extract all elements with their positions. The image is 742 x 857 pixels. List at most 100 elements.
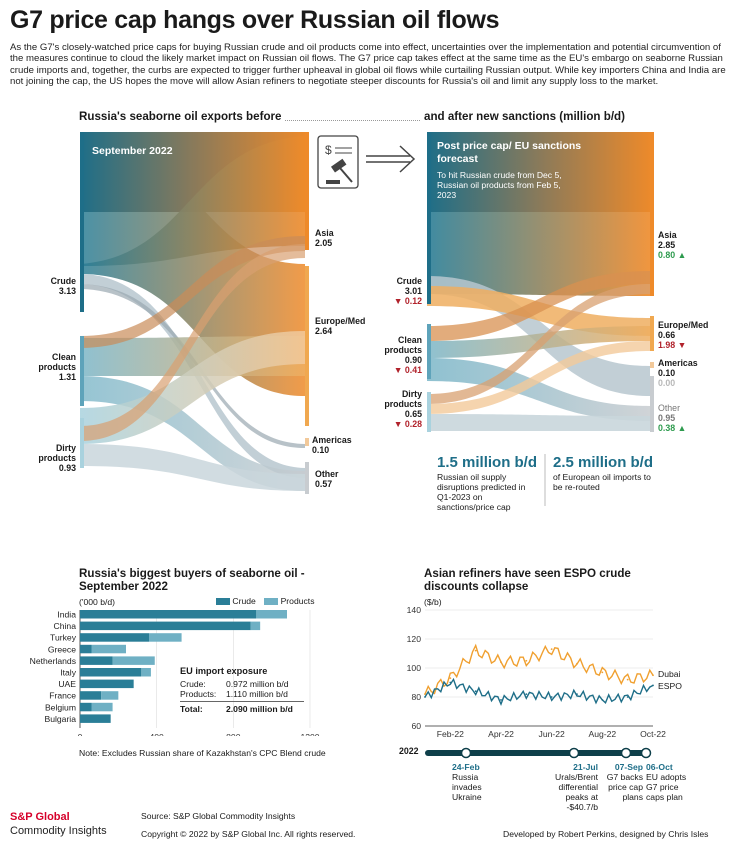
category-label: Italy [60,668,76,678]
timeline-marker-feb [460,747,472,759]
x-tick-label: 800 [226,732,241,736]
after-target-bar-europe [650,316,654,351]
legend-crude-swatch [216,598,230,606]
sankey-title-right: and after new sanctions (million b/d) [424,110,625,123]
after-source-bar-clean [427,324,431,379]
line-dubai [424,643,654,695]
source-bar-crude [80,132,84,312]
espo-title: Asian refiners have seen ESPO crude disc… [424,567,631,593]
bar-crude [80,621,251,631]
point-espo [500,699,502,701]
category-label: UAE [58,679,76,689]
target-bar-asia [305,132,309,250]
point-dubai [500,661,502,664]
bar-crude [80,644,92,654]
category-label: Bulgaria [44,714,76,724]
point-espo [626,696,629,698]
x-tick-label: 400 [149,732,164,736]
flow-after-clean-asia [427,271,650,341]
before-target-other: Other 0.57 [315,469,339,489]
category-label: Netherlands [30,656,76,666]
x-tick-label: 0 [78,732,83,736]
flow-crude-asia [80,136,305,266]
buyers-note: Note: Excludes Russian share of Kazakhst… [79,748,326,758]
bar-products [112,656,155,665]
espo-series-label: ESPO [658,681,682,691]
page-title: G7 price cap hangs over Russian oil flow… [10,6,500,34]
x-tick-label: Apr-22 [488,729,514,739]
after-target-asia: Asia 2.85 0.80 ▲ [658,230,687,260]
sankey-svg: $ [80,132,654,506]
category-label: France [49,691,76,701]
x-tick-label: Feb-22 [437,729,464,739]
copyright-line: Copyright © 2022 by S&P Global Inc. All … [141,829,356,839]
sankey-after [427,132,654,432]
flow-dirty-asia [80,244,305,441]
point-espo [601,699,604,701]
espo-line-chart: 60 80 100 120 140 Feb-22 Apr-22 Jun-22 Aug-22 Oct… [407,605,666,739]
target-bar-americas [305,438,309,446]
buyers-legend: Crude Products [216,596,315,606]
y-tick-label: 100 [407,663,422,673]
before-source-dirty: Dirty products 0.93 [38,443,76,473]
point-espo [550,696,553,698]
event-oct: 06-Oct EU adopts G7 price caps plan [646,762,687,802]
bar-products [149,633,182,642]
flow-after-dirty-other [427,414,650,431]
after-panel-label: Post price cap/ EU sanctions forecast To… [437,140,582,200]
line-espo [424,677,654,706]
point-espo [474,690,477,693]
point-espo [525,693,528,695]
bar-products [141,668,151,677]
title-dotted-divider [285,120,420,121]
dubai-series-label: Dubai [658,669,681,679]
point-espo [576,693,578,695]
bar-crude [80,633,149,642]
event-feb: 24-Feb Russia invades Ukraine [452,762,482,802]
x-tick-label: 1200 [300,732,319,736]
after-target-bar-other [650,376,654,432]
bar-crude [80,691,102,700]
bar-products [250,621,261,631]
point-dubai [424,693,426,695]
timeline-marker-sep [620,747,632,759]
before-target-americas: Americas 0.10 [312,435,352,455]
category-label: Turkey [50,633,77,643]
after-target-bar-americas [650,362,654,368]
event-sep: 07-Sep G7 backs price cap plans [606,762,643,802]
before-source-clean: Clean products 1.31 [38,352,76,382]
point-espo [449,681,452,684]
after-header-panel [427,132,653,212]
flow-after-dirty-asia [427,284,650,404]
source-bar-clean [80,336,84,406]
buyers-unit: ('000 b/d) [79,597,116,607]
category-label: Greece [48,644,76,654]
bar-products [91,702,113,712]
timeline-marker-oct [640,747,652,759]
after-target-europe: Europe/Med 0.66 1.98 ▼ [658,320,709,350]
bar-products [101,691,119,700]
gavel-dollar-icon: $ [317,135,359,189]
intro-paragraph: As the G7's closely-watched price caps f… [10,42,726,88]
flow-dirty-other [80,444,305,491]
after-source-bar-crude [427,132,431,304]
point-dubai [449,677,452,680]
x-tick-label: Jun-22 [539,729,565,739]
flow-after-clean-other [427,358,650,421]
timeline-bar [425,747,652,759]
event-jul: 21-Jul Urals/Brent differential peaks at … [555,762,598,812]
point-dubai [626,678,629,681]
y-tick-label: 80 [411,692,421,702]
point-dubai [652,674,654,677]
svg-text:$: $ [325,143,332,157]
x-tick-label: Oct-22 [640,729,666,739]
after-source-dirty: Dirty products 0.65 ▼ 0.28 [384,389,422,429]
callout-eu-rerouted: 2.5 million b/d of European oil imports … [553,454,654,492]
bar-crude [80,610,257,619]
before-target-asia: Asia 2.05 [315,228,334,248]
point-dubai [576,662,578,665]
target-bar-europe [305,266,309,426]
category-label: China [54,621,77,631]
buyers-title: Russia's biggest buyers of seaborne oil … [79,567,305,593]
logo-commodity-insights: Commodity Insights [10,825,107,837]
